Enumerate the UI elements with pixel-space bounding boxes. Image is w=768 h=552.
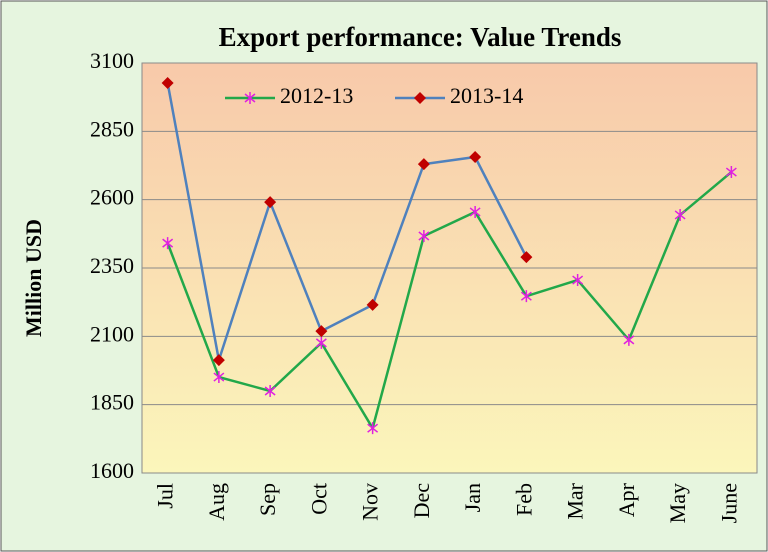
marker [162, 237, 174, 250]
y-tick-label: 3100 [90, 48, 134, 73]
x-tick-label: Apr [614, 482, 639, 517]
legend-label: 2012-13 [280, 83, 353, 108]
x-tick-label: Oct [306, 483, 331, 515]
x-tick-label: Nov [358, 483, 383, 521]
x-tick-label: Jul [153, 483, 178, 509]
x-tick-label: Aug [204, 483, 229, 521]
series-line [166, 171, 733, 432]
y-tick-label: 2100 [90, 321, 134, 346]
y-tick-label: 1600 [90, 458, 134, 483]
x-tick-label: Feb [511, 483, 536, 516]
marker [213, 371, 225, 384]
x-tick-label: Jan [460, 483, 485, 512]
marker [315, 336, 327, 349]
marker [469, 205, 481, 218]
y-tick-label: 2600 [90, 185, 134, 210]
marker [623, 333, 635, 346]
marker [161, 76, 174, 89]
y-tick-label: 1850 [90, 390, 134, 415]
marker [418, 230, 430, 243]
marker [315, 325, 328, 338]
y-tick-label: 2850 [90, 116, 134, 141]
marker [367, 422, 379, 435]
x-tick-label: May [665, 483, 690, 523]
marker [469, 151, 482, 164]
marker [366, 298, 379, 311]
chart-title: Export performance: Value Trends [219, 22, 622, 52]
y-tick-label: 2350 [90, 253, 134, 278]
marker [244, 92, 256, 104]
marker [264, 385, 276, 397]
y-axis-label: Million USD [21, 219, 46, 337]
marker [674, 208, 686, 221]
series-line [166, 82, 528, 361]
x-tick-label: June [716, 483, 741, 523]
legend-label: 2013-14 [450, 83, 523, 108]
x-tick-label: Sep [255, 483, 280, 516]
marker [414, 92, 426, 104]
marker [417, 158, 430, 171]
marker [572, 274, 584, 287]
x-tick-label: Dec [409, 483, 434, 519]
marker [725, 166, 737, 179]
marker [264, 196, 277, 209]
marker [520, 251, 533, 264]
marker [212, 354, 225, 367]
marker [520, 290, 532, 303]
x-tick-label: Mar [563, 482, 588, 519]
